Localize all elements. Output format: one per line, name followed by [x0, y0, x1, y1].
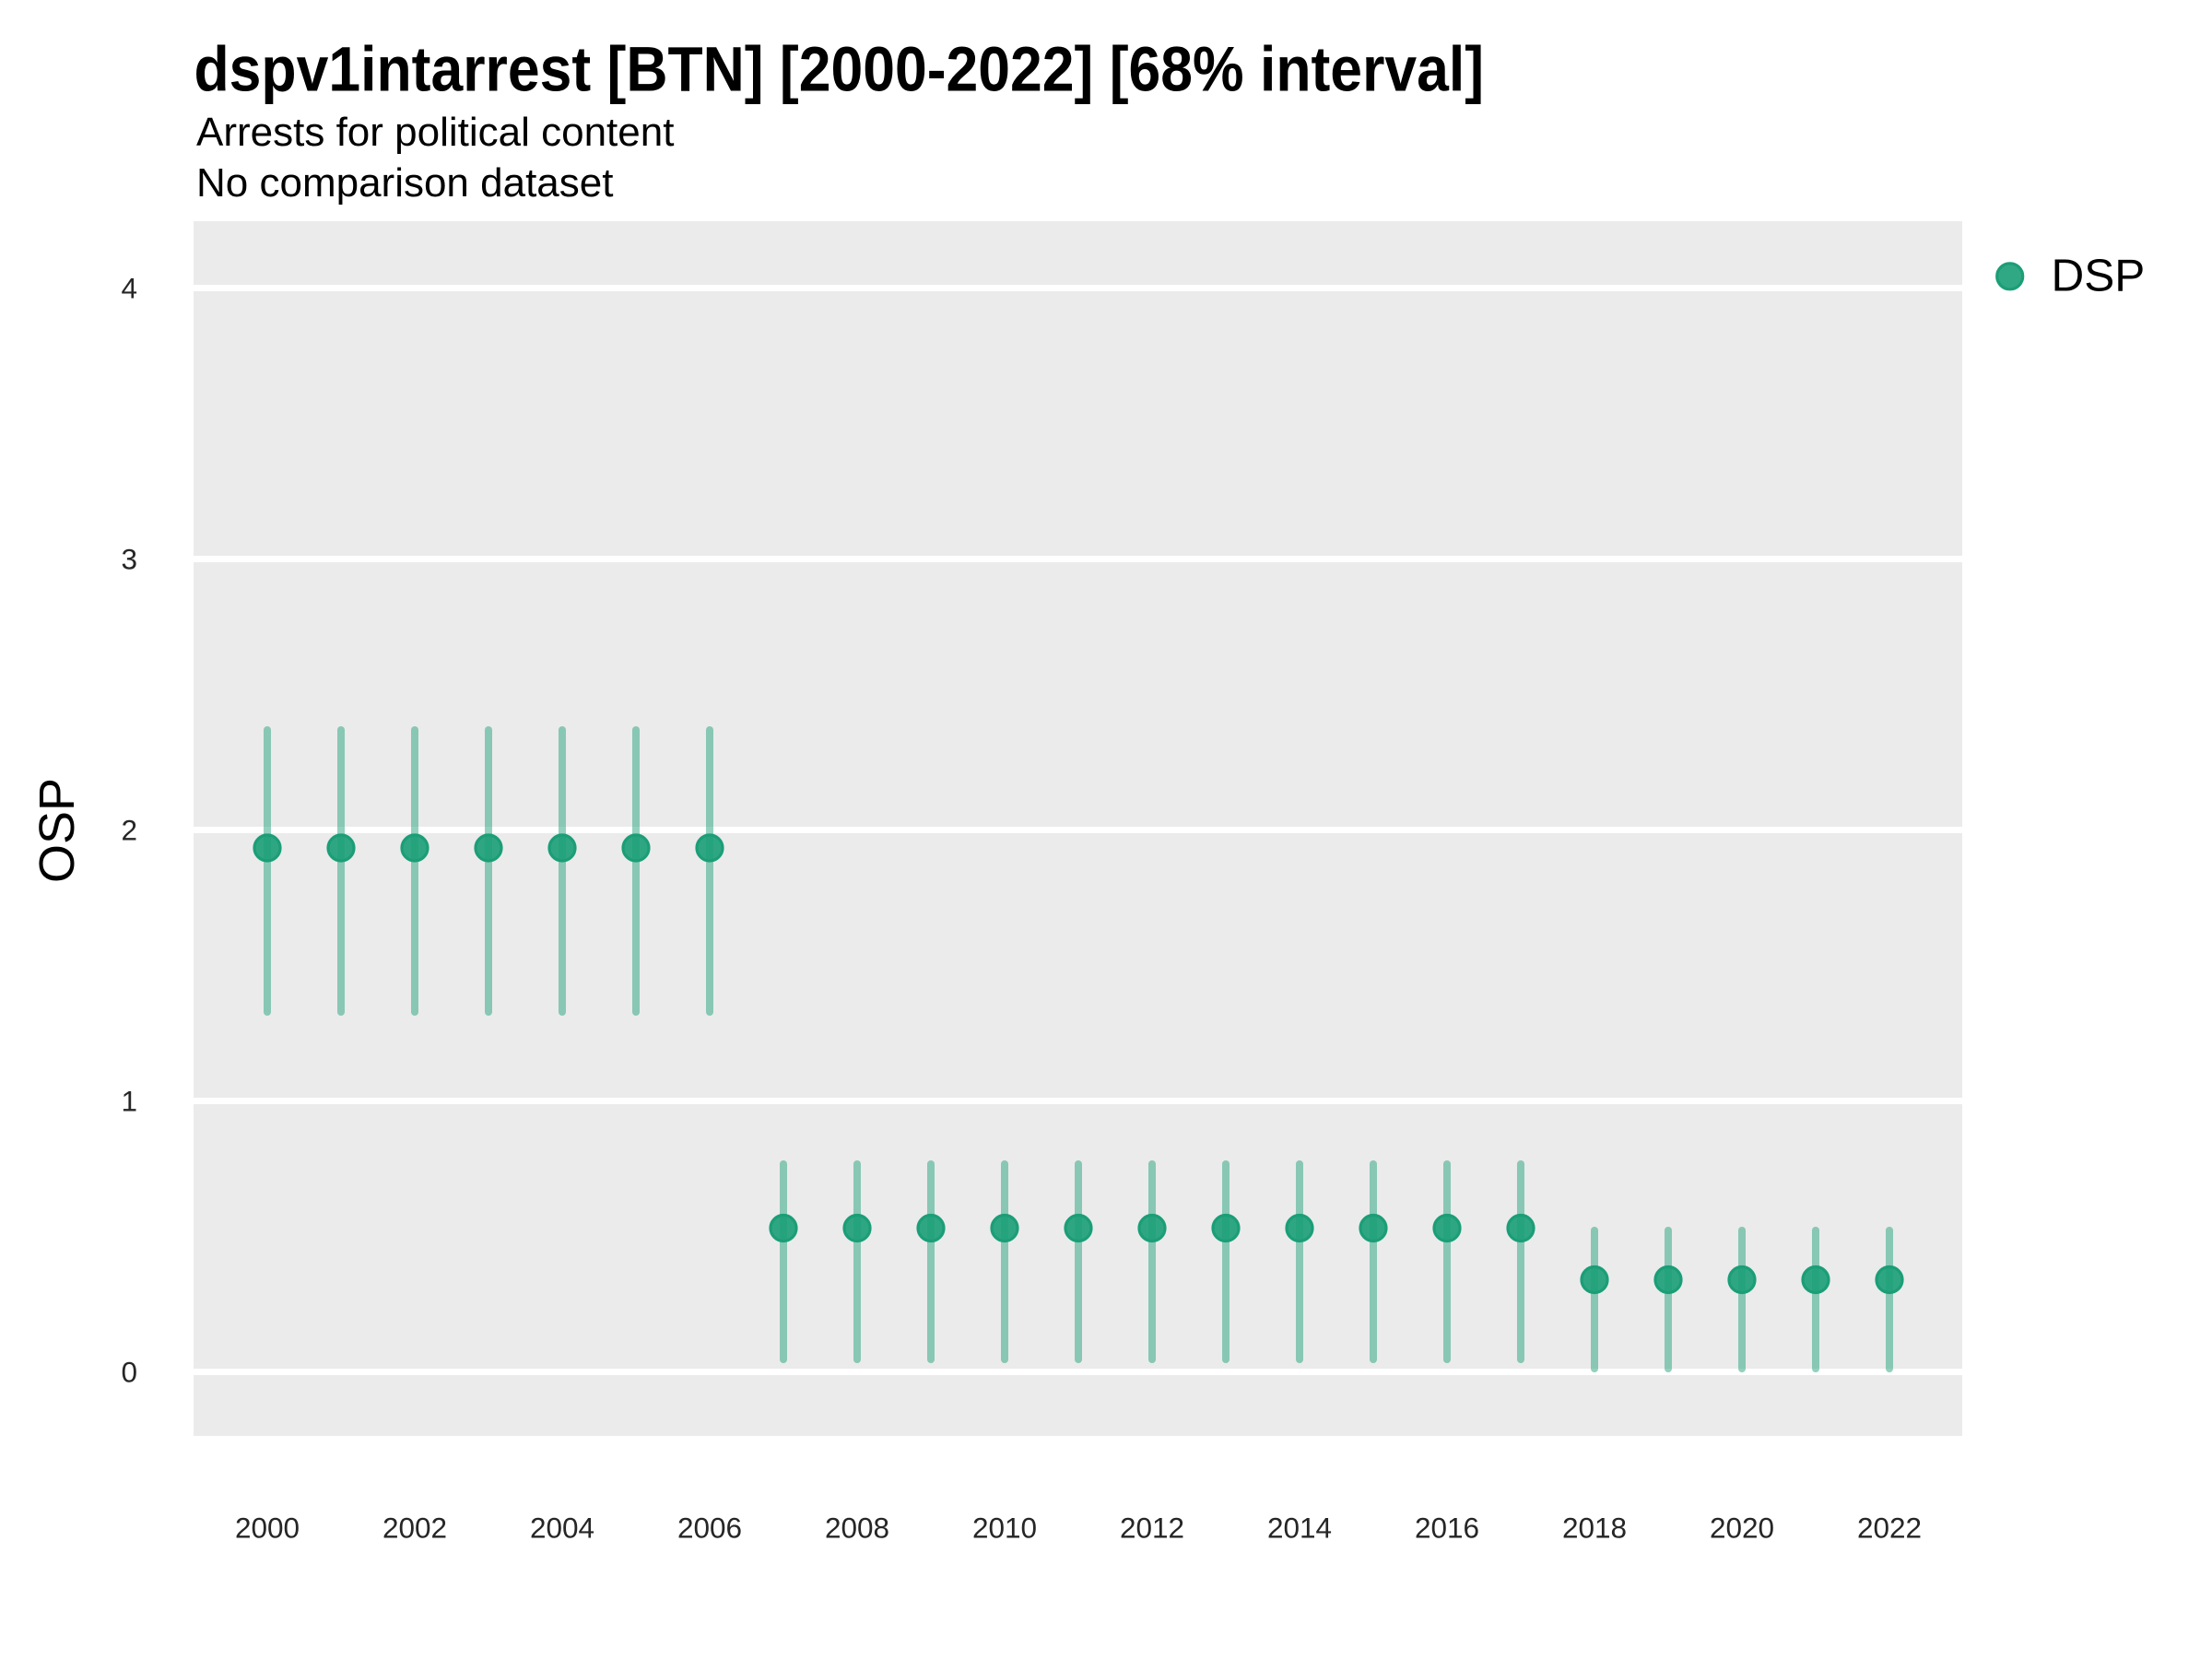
svg-text:2010: 2010 — [972, 1512, 1037, 1545]
svg-text:2004: 2004 — [530, 1512, 594, 1545]
svg-text:No comparison dataset: No comparison dataset — [196, 160, 613, 206]
svg-text:0: 0 — [121, 1356, 137, 1389]
svg-text:dspv1intarrest [BTN] [2000-202: dspv1intarrest [BTN] [2000-2022] [68% in… — [194, 34, 1485, 104]
svg-text:DSP: DSP — [2052, 251, 2146, 301]
svg-text:2016: 2016 — [1415, 1512, 1479, 1545]
svg-text:2000: 2000 — [235, 1512, 300, 1545]
svg-text:2018: 2018 — [1562, 1512, 1627, 1545]
svg-text:Arrests for political content: Arrests for political content — [196, 110, 674, 155]
svg-text:2008: 2008 — [825, 1512, 889, 1545]
svg-text:2014: 2014 — [1267, 1512, 1332, 1545]
svg-text:2012: 2012 — [1120, 1512, 1184, 1545]
svg-text:2006: 2006 — [677, 1512, 742, 1545]
svg-text:2022: 2022 — [1857, 1512, 1922, 1545]
svg-text:4: 4 — [121, 272, 137, 305]
svg-text:2020: 2020 — [1710, 1512, 1774, 1545]
svg-text:1: 1 — [121, 1085, 137, 1118]
svg-text:OSP: OSP — [29, 778, 85, 883]
svg-text:2002: 2002 — [382, 1512, 447, 1545]
svg-text:3: 3 — [121, 543, 137, 576]
svg-text:2: 2 — [121, 814, 137, 847]
